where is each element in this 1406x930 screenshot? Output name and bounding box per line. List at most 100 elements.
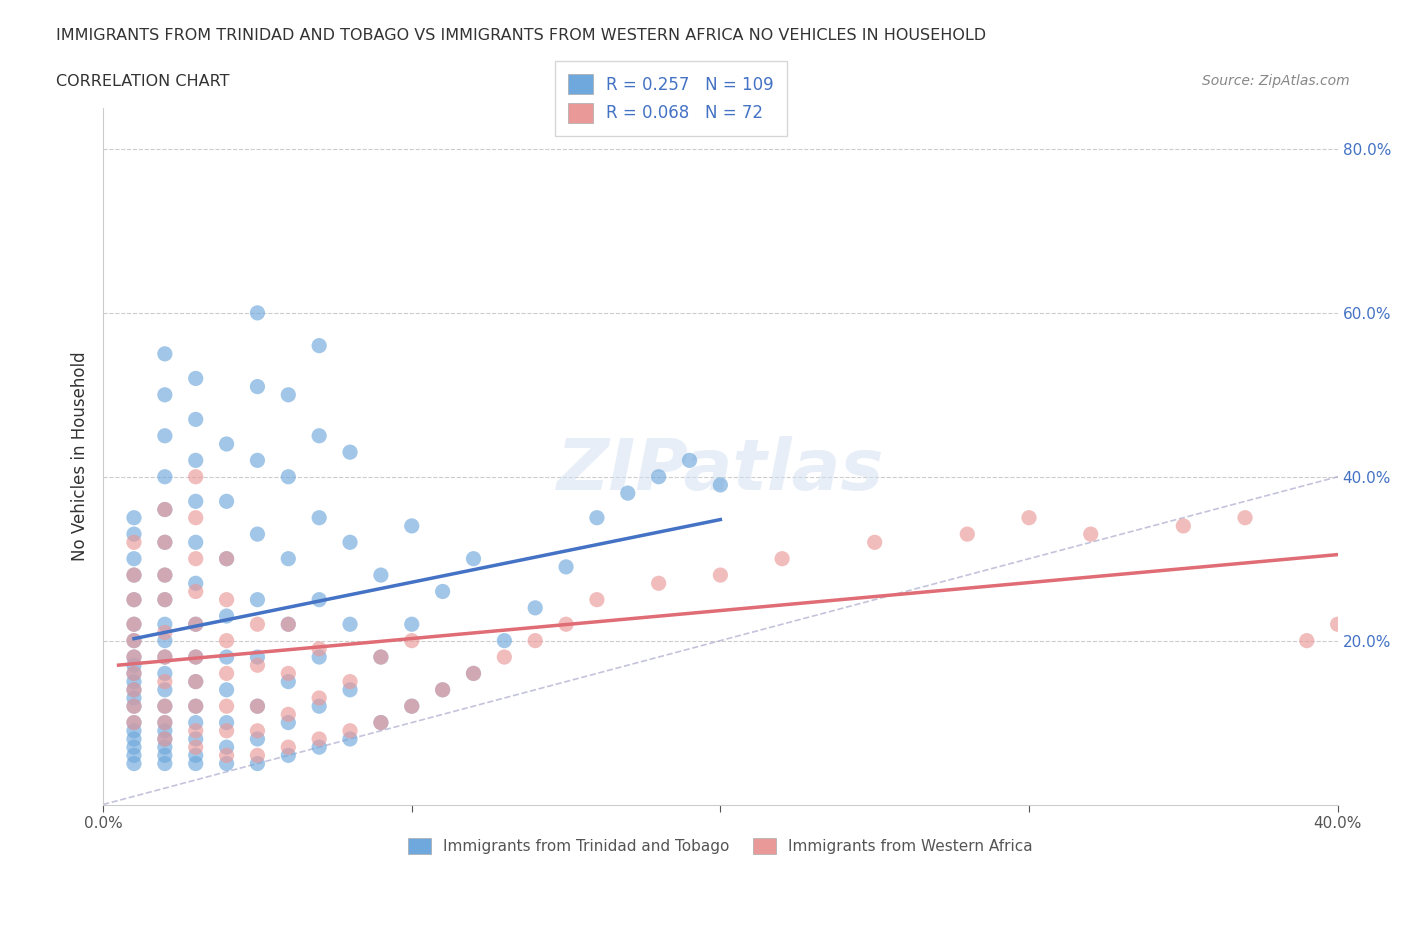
Point [215,494,238,509]
Point [215,551,238,566]
Point [463,666,485,681]
Point [1234,511,1257,525]
Point [122,724,145,738]
Point [184,674,207,689]
Point [678,453,700,468]
Point [277,470,299,485]
Point [122,658,145,672]
Point [122,617,145,631]
Point [277,617,299,631]
Point [122,683,145,698]
Point [463,666,485,681]
Point [647,470,669,485]
Point [122,649,145,664]
Point [122,567,145,582]
Point [277,388,299,403]
Point [215,649,238,664]
Point [215,551,238,566]
Point [122,748,145,763]
Point [215,683,238,698]
Y-axis label: No Vehicles in Household: No Vehicles in Household [72,352,89,561]
Point [153,625,176,640]
Point [586,511,609,525]
Text: Source: ZipAtlas.com: Source: ZipAtlas.com [1202,74,1350,88]
Point [153,674,176,689]
Point [215,739,238,754]
Point [277,617,299,631]
Point [339,724,361,738]
Point [401,519,423,534]
Point [122,649,145,664]
Point [308,732,330,747]
Point [153,724,176,738]
Point [122,698,145,713]
Point [153,567,176,582]
Point [184,551,207,566]
Point [122,666,145,681]
Point [184,748,207,763]
Point [494,633,516,648]
Point [122,617,145,631]
Point [122,691,145,706]
Point [153,633,176,648]
Point [339,445,361,459]
Point [463,551,485,566]
Point [184,724,207,738]
Point [153,756,176,771]
Point [277,666,299,681]
Point [184,371,207,386]
Point [122,592,145,607]
Point [339,674,361,689]
Point [246,592,269,607]
Point [308,642,330,657]
Point [308,339,330,353]
Point [277,748,299,763]
Point [184,649,207,664]
Point [184,511,207,525]
Point [122,551,145,566]
Point [184,698,207,713]
Point [956,526,979,541]
Point [215,698,238,713]
Point [308,511,330,525]
Point [153,715,176,730]
Point [709,477,731,492]
Point [339,535,361,550]
Point [122,592,145,607]
Point [153,502,176,517]
Point [246,698,269,713]
Point [153,666,176,681]
Point [153,732,176,747]
Point [153,535,176,550]
Point [524,601,547,616]
Point [770,551,793,566]
Point [122,683,145,698]
Point [184,617,207,631]
Point [184,649,207,664]
Point [246,756,269,771]
Point [246,698,269,713]
Point [153,748,176,763]
Point [153,732,176,747]
Point [184,470,207,485]
Point [184,412,207,427]
Point [524,633,547,648]
Point [308,691,330,706]
Point [339,617,361,631]
Point [122,633,145,648]
Point [339,683,361,698]
Point [494,649,516,664]
Point [122,674,145,689]
Point [153,346,176,361]
Point [370,567,392,582]
Point [215,436,238,451]
Point [122,535,145,550]
Point [184,715,207,730]
Text: CORRELATION CHART: CORRELATION CHART [56,74,229,89]
Point [432,683,454,698]
Point [370,715,392,730]
Point [215,666,238,681]
Point [184,535,207,550]
Point [153,592,176,607]
Point [586,592,609,607]
